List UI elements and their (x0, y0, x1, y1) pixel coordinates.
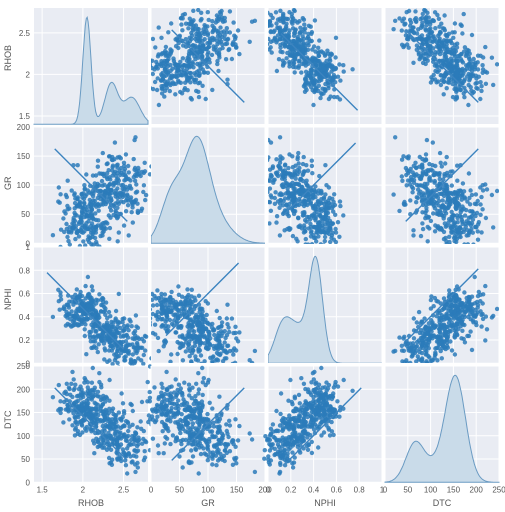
svg-text:2.5: 2.5 (118, 485, 130, 494)
svg-text:1.5: 1.5 (37, 485, 49, 494)
pairplot-cell-GR-DTC (385, 127, 499, 243)
svg-text:0.6: 0.6 (19, 289, 31, 298)
pairplot-cell-NPHI-DTC (385, 247, 499, 363)
pairplot-cell-RHOB-DTC (385, 8, 499, 124)
pairplot-cell-NPHI-GR (151, 247, 265, 363)
pairplot-cell-RHOB-GR (151, 8, 265, 124)
svg-text:0: 0 (26, 478, 31, 487)
svg-text:250: 250 (17, 362, 31, 371)
xlabel-RHOB: RHOB (34, 498, 148, 508)
xlabel-DTC: DTC (385, 498, 499, 508)
pairplot-cell-NPHI-RHOB: 00.20.40.60.81 (34, 247, 148, 363)
pairplot-cell-DTC-RHOB: 0501001502002501.522.5 (34, 366, 148, 482)
svg-text:2: 2 (81, 485, 86, 494)
svg-text:0.2: 0.2 (19, 336, 31, 345)
svg-text:2: 2 (26, 70, 31, 79)
svg-text:0.8: 0.8 (19, 266, 31, 275)
pairplot-cell-DTC-NPHI: 00.20.40.60.81 (268, 366, 382, 482)
svg-text:100: 100 (17, 432, 31, 441)
svg-text:0.4: 0.4 (19, 312, 31, 321)
ylabel-RHOB: RHOB (3, 59, 13, 71)
xlabel-GR: GR (151, 498, 265, 508)
ylabel-GR: GR (3, 178, 13, 190)
svg-text:150: 150 (17, 408, 31, 417)
svg-text:100: 100 (17, 181, 31, 190)
svg-text:50: 50 (21, 210, 30, 219)
pairplot-cell-RHOB-NPHI (268, 8, 382, 124)
svg-text:2.5: 2.5 (19, 29, 31, 38)
xlabel-NPHI: NPHI (268, 498, 382, 508)
pairplot-cell-NPHI-NPHI (268, 247, 382, 363)
svg-text:1.5: 1.5 (19, 112, 31, 121)
svg-text:200: 200 (17, 123, 31, 132)
pairplot-cell-DTC-GR: 050100150200 (151, 366, 265, 482)
svg-text:50: 50 (21, 455, 30, 464)
pairplot-cell-DTC-DTC: 050100150200250 (385, 366, 499, 482)
ylabel-DTC: DTC (3, 417, 13, 429)
pairplot-cell-GR-NPHI (268, 127, 382, 243)
pairplot-cell-GR-GR (151, 127, 265, 243)
pairplot-cell-RHOB-RHOB: 1.522.5 (34, 8, 148, 124)
ylabel-NPHI: NPHI (3, 298, 13, 310)
svg-text:150: 150 (17, 152, 31, 161)
svg-text:1: 1 (26, 243, 31, 252)
svg-text:200: 200 (17, 385, 31, 394)
pairplot-cell-GR-RHOB: 050100150200 (34, 127, 148, 243)
